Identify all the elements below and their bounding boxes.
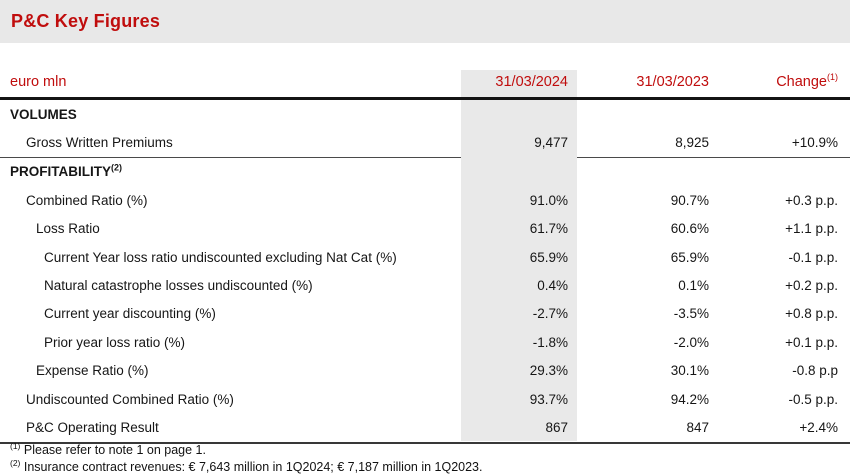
row-label: Expense Ratio (%) [36, 363, 149, 379]
table-row: Natural catastrophe losses undiscounted … [0, 271, 850, 299]
value-2024: 93.7% [529, 391, 568, 407]
table-row: P&C Operating Result 867 847 +2.4% [0, 413, 850, 444]
value-change: -0.8 p.p [792, 363, 838, 379]
value-2023: 847 [577, 413, 710, 444]
table-row: Undiscounted Combined Ratio (%) 93.7% 94.2… [0, 385, 850, 413]
table-row: Combined Ratio (%) 91.0% 90.7% +0.3 p.p. [0, 186, 850, 214]
value-2023 [577, 99, 710, 129]
table-row: Loss Ratio 61.7% 60.6% +1.1 p.p. [0, 215, 850, 243]
value-2024: -2.7% [532, 306, 568, 322]
page-title: P&C Key Figures [11, 11, 161, 31]
value-2023: 65.9% [670, 249, 709, 265]
row-label: PROFITABILITY(2) [10, 162, 122, 180]
table-row: Prior year loss ratio (%) -1.8% -2.0% +0.1 … [0, 328, 850, 356]
column-header-2023: 31/03/2023 [577, 58, 710, 100]
value-change: +1.1 p.p. [785, 221, 838, 237]
footnote-text: Insurance contract revenues: € 7,643 mil… [23, 459, 483, 474]
footnote-ref: (2) [111, 162, 122, 173]
value-change: +0.2 p.p. [785, 278, 838, 294]
value-change: -0.5 p.p. [788, 391, 838, 407]
row-label: Combined Ratio (%) [26, 192, 148, 208]
footnotes: (1) Please refer to note 1 on page 1. (2… [10, 442, 483, 475]
value-change [710, 157, 850, 186]
value-2023: -2.0% [673, 334, 709, 350]
value-2023: 94.2% [670, 391, 709, 407]
value-change: -0.1 p.p. [788, 249, 838, 265]
value-change: +0.1 p.p. [785, 334, 838, 350]
row-label: Current year discounting (%) [44, 306, 216, 322]
change-footnote-ref: (1) [827, 72, 838, 83]
value-2024: 0.4% [537, 278, 568, 294]
value-change: +10.9% [710, 128, 850, 158]
table-header-row: euro mln 31/03/2024 31/03/2023 Change(1) [0, 58, 850, 100]
table-row: Gross Written Premiums 9,477 8,925 +10.9% [0, 128, 850, 158]
value-2024: 91.0% [529, 192, 568, 208]
table-row: VOLUMES [0, 99, 850, 129]
title-bar: P&C Key Figures [0, 0, 850, 43]
value-change [710, 99, 850, 129]
footnote-marker: (2) [10, 457, 21, 468]
footnote-marker: (1) [10, 440, 21, 451]
key-figures-table: euro mln 31/03/2024 31/03/2023 Change(1)… [0, 58, 850, 444]
footnote-text: Please refer to note 1 on page 1. [23, 443, 206, 457]
value-change: +2.4% [710, 413, 850, 444]
value-2023: 60.6% [670, 221, 709, 237]
row-label: Gross Written Premiums [0, 128, 461, 158]
unit-label: euro mln [0, 58, 461, 100]
value-2024: -1.8% [532, 334, 568, 350]
table-row: Current Year loss ratio undiscounted exc… [0, 243, 850, 271]
column-header-change: Change(1) [710, 58, 850, 100]
value-2023: 0.1% [678, 278, 709, 294]
row-label: P&C Operating Result [0, 413, 461, 444]
value-2024 [461, 157, 577, 186]
row-label: VOLUMES [10, 106, 77, 122]
footnote: (2) Insurance contract revenues: € 7,643… [10, 457, 483, 475]
table-row: Current year discounting (%) -2.7% -3.5% +0… [0, 300, 850, 328]
highlight-column-2024 [461, 70, 577, 441]
value-2024: 65.9% [529, 249, 568, 265]
table-body: VOLUMES Gross Written Premiums 9,477 8,925 +… [0, 99, 850, 444]
value-2024: 61.7% [529, 221, 568, 237]
row-label: Undiscounted Combined Ratio (%) [26, 391, 234, 407]
column-header-change-label: Change [776, 74, 827, 90]
value-2024: 867 [461, 413, 577, 444]
value-2023: 8,925 [577, 128, 710, 158]
row-label: Current Year loss ratio undiscounted exc… [44, 249, 397, 265]
row-label: Loss Ratio [36, 221, 100, 237]
value-2024 [461, 99, 577, 129]
value-2023: 90.7% [670, 192, 709, 208]
value-change: +0.8 p.p. [785, 306, 838, 322]
value-2023 [577, 157, 710, 186]
column-header-2024: 31/03/2024 [461, 58, 577, 100]
value-change: +0.3 p.p. [785, 192, 838, 208]
value-2023: 30.1% [670, 363, 709, 379]
value-2024: 29.3% [529, 363, 568, 379]
value-2023: -3.5% [673, 306, 709, 322]
row-label: Prior year loss ratio (%) [44, 334, 186, 350]
table-row: Expense Ratio (%) 29.3% 30.1% -0.8 p.p [0, 357, 850, 385]
row-label: Natural catastrophe losses undiscounted … [44, 278, 313, 294]
footnote: (1) Please refer to note 1 on page 1. [10, 442, 483, 459]
value-2024: 9,477 [534, 135, 568, 151]
table-row: PROFITABILITY(2) [0, 157, 850, 186]
